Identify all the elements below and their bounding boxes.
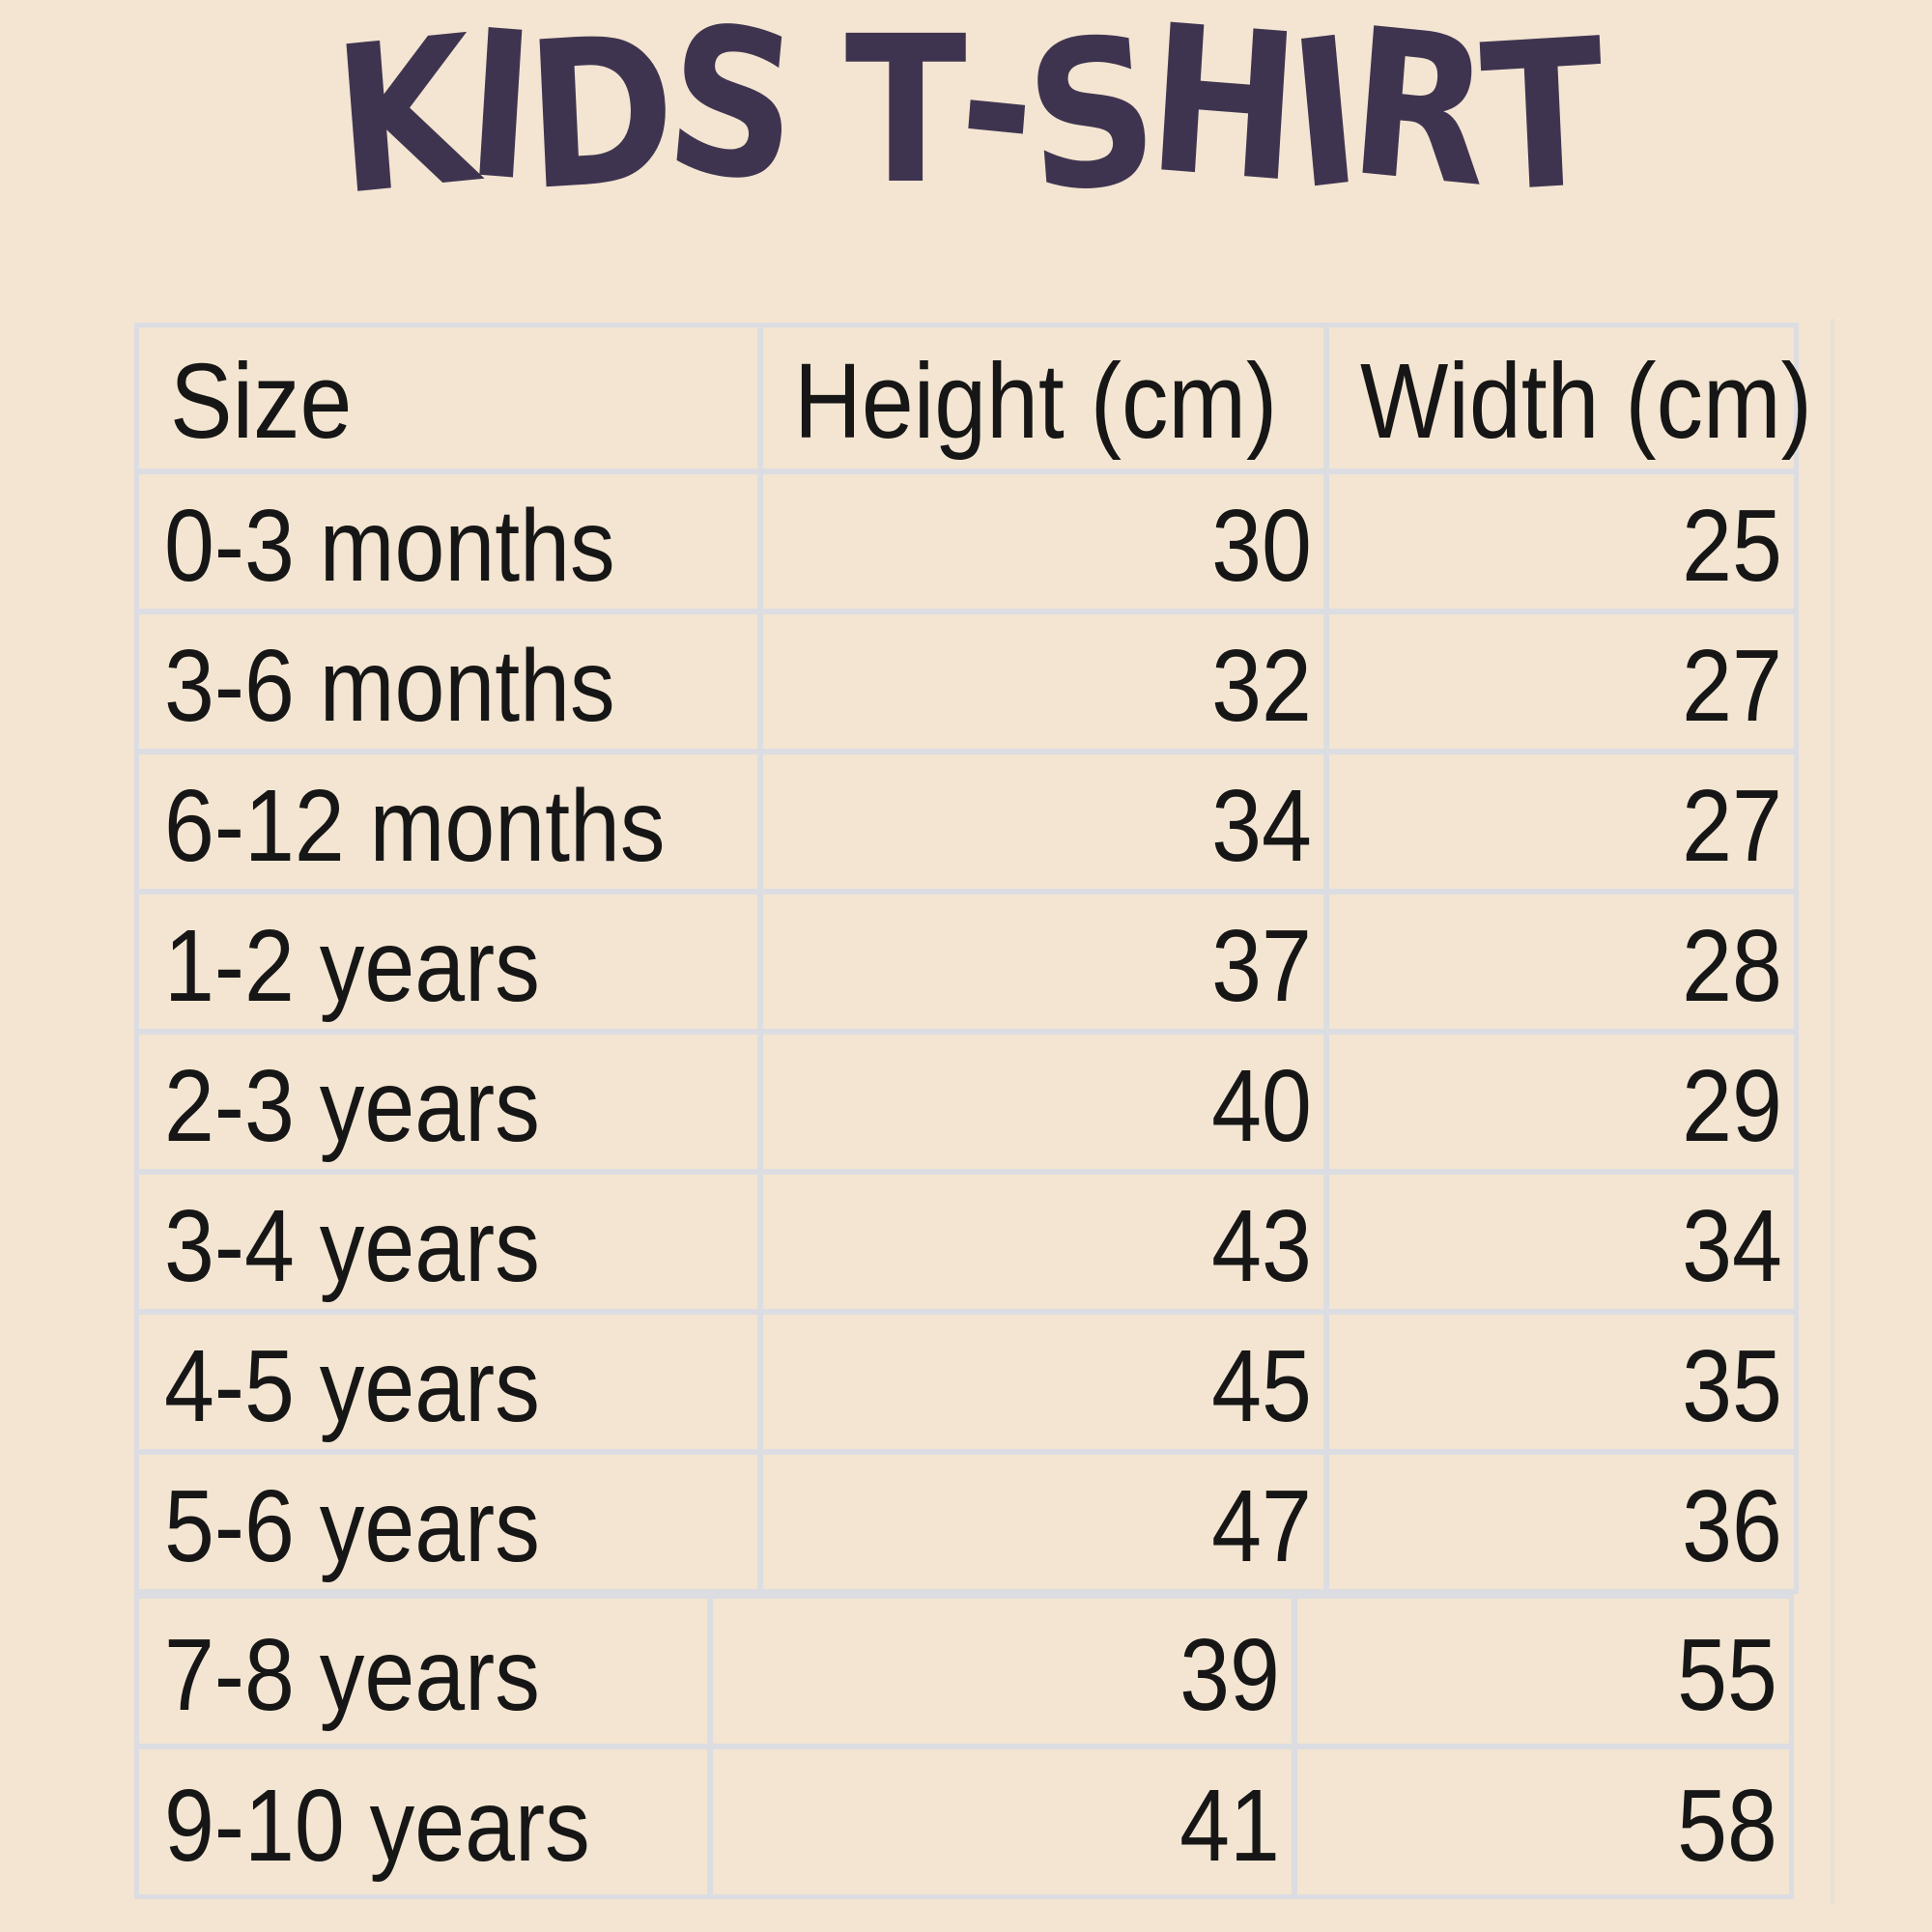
height-cell: 47 xyxy=(763,1455,1323,1589)
width-cell: 34 xyxy=(1329,1175,1794,1309)
height-cell: 40 xyxy=(763,1035,1323,1169)
width-cell: 27 xyxy=(1329,614,1794,749)
size-table-lower: 7-8 years 39 55 9-10 years 41 58 xyxy=(134,1594,1794,1899)
width-cell: 35 xyxy=(1329,1315,1794,1449)
size-cell: 6-12 months xyxy=(139,754,757,889)
page-title: KIDS T-SHIRT xyxy=(0,0,1932,241)
height-cell: 45 xyxy=(763,1315,1323,1449)
size-column-header: Size xyxy=(139,327,757,469)
height-column-header: Height (cm) xyxy=(763,327,1323,469)
width-cell: 36 xyxy=(1329,1455,1794,1589)
size-cell: 9-10 years xyxy=(139,1749,707,1894)
width-cell: 27 xyxy=(1329,754,1794,889)
size-cell: 3-6 months xyxy=(139,614,757,749)
size-cell: 2-3 years xyxy=(139,1035,757,1169)
height-cell: 43 xyxy=(763,1175,1323,1309)
size-cell: 1-2 years xyxy=(139,895,757,1029)
height-cell: 30 xyxy=(763,474,1323,609)
width-cell: 28 xyxy=(1329,895,1794,1029)
height-cell: 34 xyxy=(763,754,1323,889)
size-cell: 3-4 years xyxy=(139,1175,757,1309)
height-cell: 37 xyxy=(763,895,1323,1029)
width-cell: 29 xyxy=(1329,1035,1794,1169)
height-cell: 32 xyxy=(763,614,1323,749)
size-cell: 5-6 years xyxy=(139,1455,757,1589)
width-cell: 25 xyxy=(1329,474,1794,609)
size-cell: 0-3 months xyxy=(139,474,757,609)
width-cell: 58 xyxy=(1297,1749,1789,1894)
width-column-header: Width (cm) xyxy=(1329,327,1812,469)
width-cell: 55 xyxy=(1297,1599,1789,1744)
size-table-upper: Size Height (cm) Width (cm) 0-3 months 3… xyxy=(134,323,1812,1594)
size-cell: 4-5 years xyxy=(139,1315,757,1449)
page-title-text: KIDS T-SHIRT xyxy=(327,0,1603,241)
size-cell: 7-8 years xyxy=(139,1599,707,1744)
height-cell: 39 xyxy=(713,1599,1292,1744)
background-gridline xyxy=(1831,319,1834,1905)
height-cell: 41 xyxy=(713,1749,1292,1894)
